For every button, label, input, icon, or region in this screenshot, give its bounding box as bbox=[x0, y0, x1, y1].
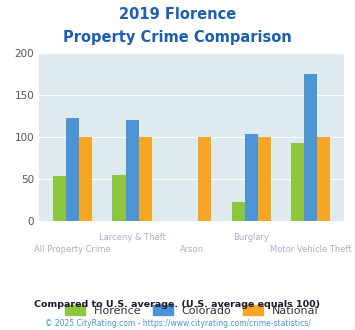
Text: Arson: Arson bbox=[180, 245, 204, 254]
Bar bbox=[79, 137, 92, 221]
Bar bbox=[139, 137, 152, 221]
Bar bbox=[113, 175, 126, 221]
Bar bbox=[245, 134, 258, 221]
Text: © 2025 CityRating.com - https://www.cityrating.com/crime-statistics/: © 2025 CityRating.com - https://www.city… bbox=[45, 319, 310, 328]
Bar bbox=[317, 137, 331, 221]
Bar bbox=[66, 117, 79, 221]
Text: Larceny & Theft: Larceny & Theft bbox=[99, 233, 165, 242]
Text: Compared to U.S. average. (U.S. average equals 100): Compared to U.S. average. (U.S. average … bbox=[34, 300, 321, 309]
Text: Motor Vehicle Theft: Motor Vehicle Theft bbox=[270, 245, 352, 254]
Bar bbox=[258, 137, 271, 221]
Text: Property Crime Comparison: Property Crime Comparison bbox=[63, 30, 292, 45]
Bar bbox=[126, 120, 139, 221]
Bar bbox=[304, 74, 317, 221]
Bar bbox=[198, 137, 211, 221]
Bar bbox=[53, 176, 66, 221]
Legend: Florence, Colorado, National: Florence, Colorado, National bbox=[61, 301, 323, 320]
Text: 2019 Florence: 2019 Florence bbox=[119, 7, 236, 21]
Text: All Property Crime: All Property Crime bbox=[34, 245, 111, 254]
Text: Burglary: Burglary bbox=[233, 233, 269, 242]
Bar bbox=[231, 202, 245, 221]
Bar bbox=[291, 143, 304, 221]
